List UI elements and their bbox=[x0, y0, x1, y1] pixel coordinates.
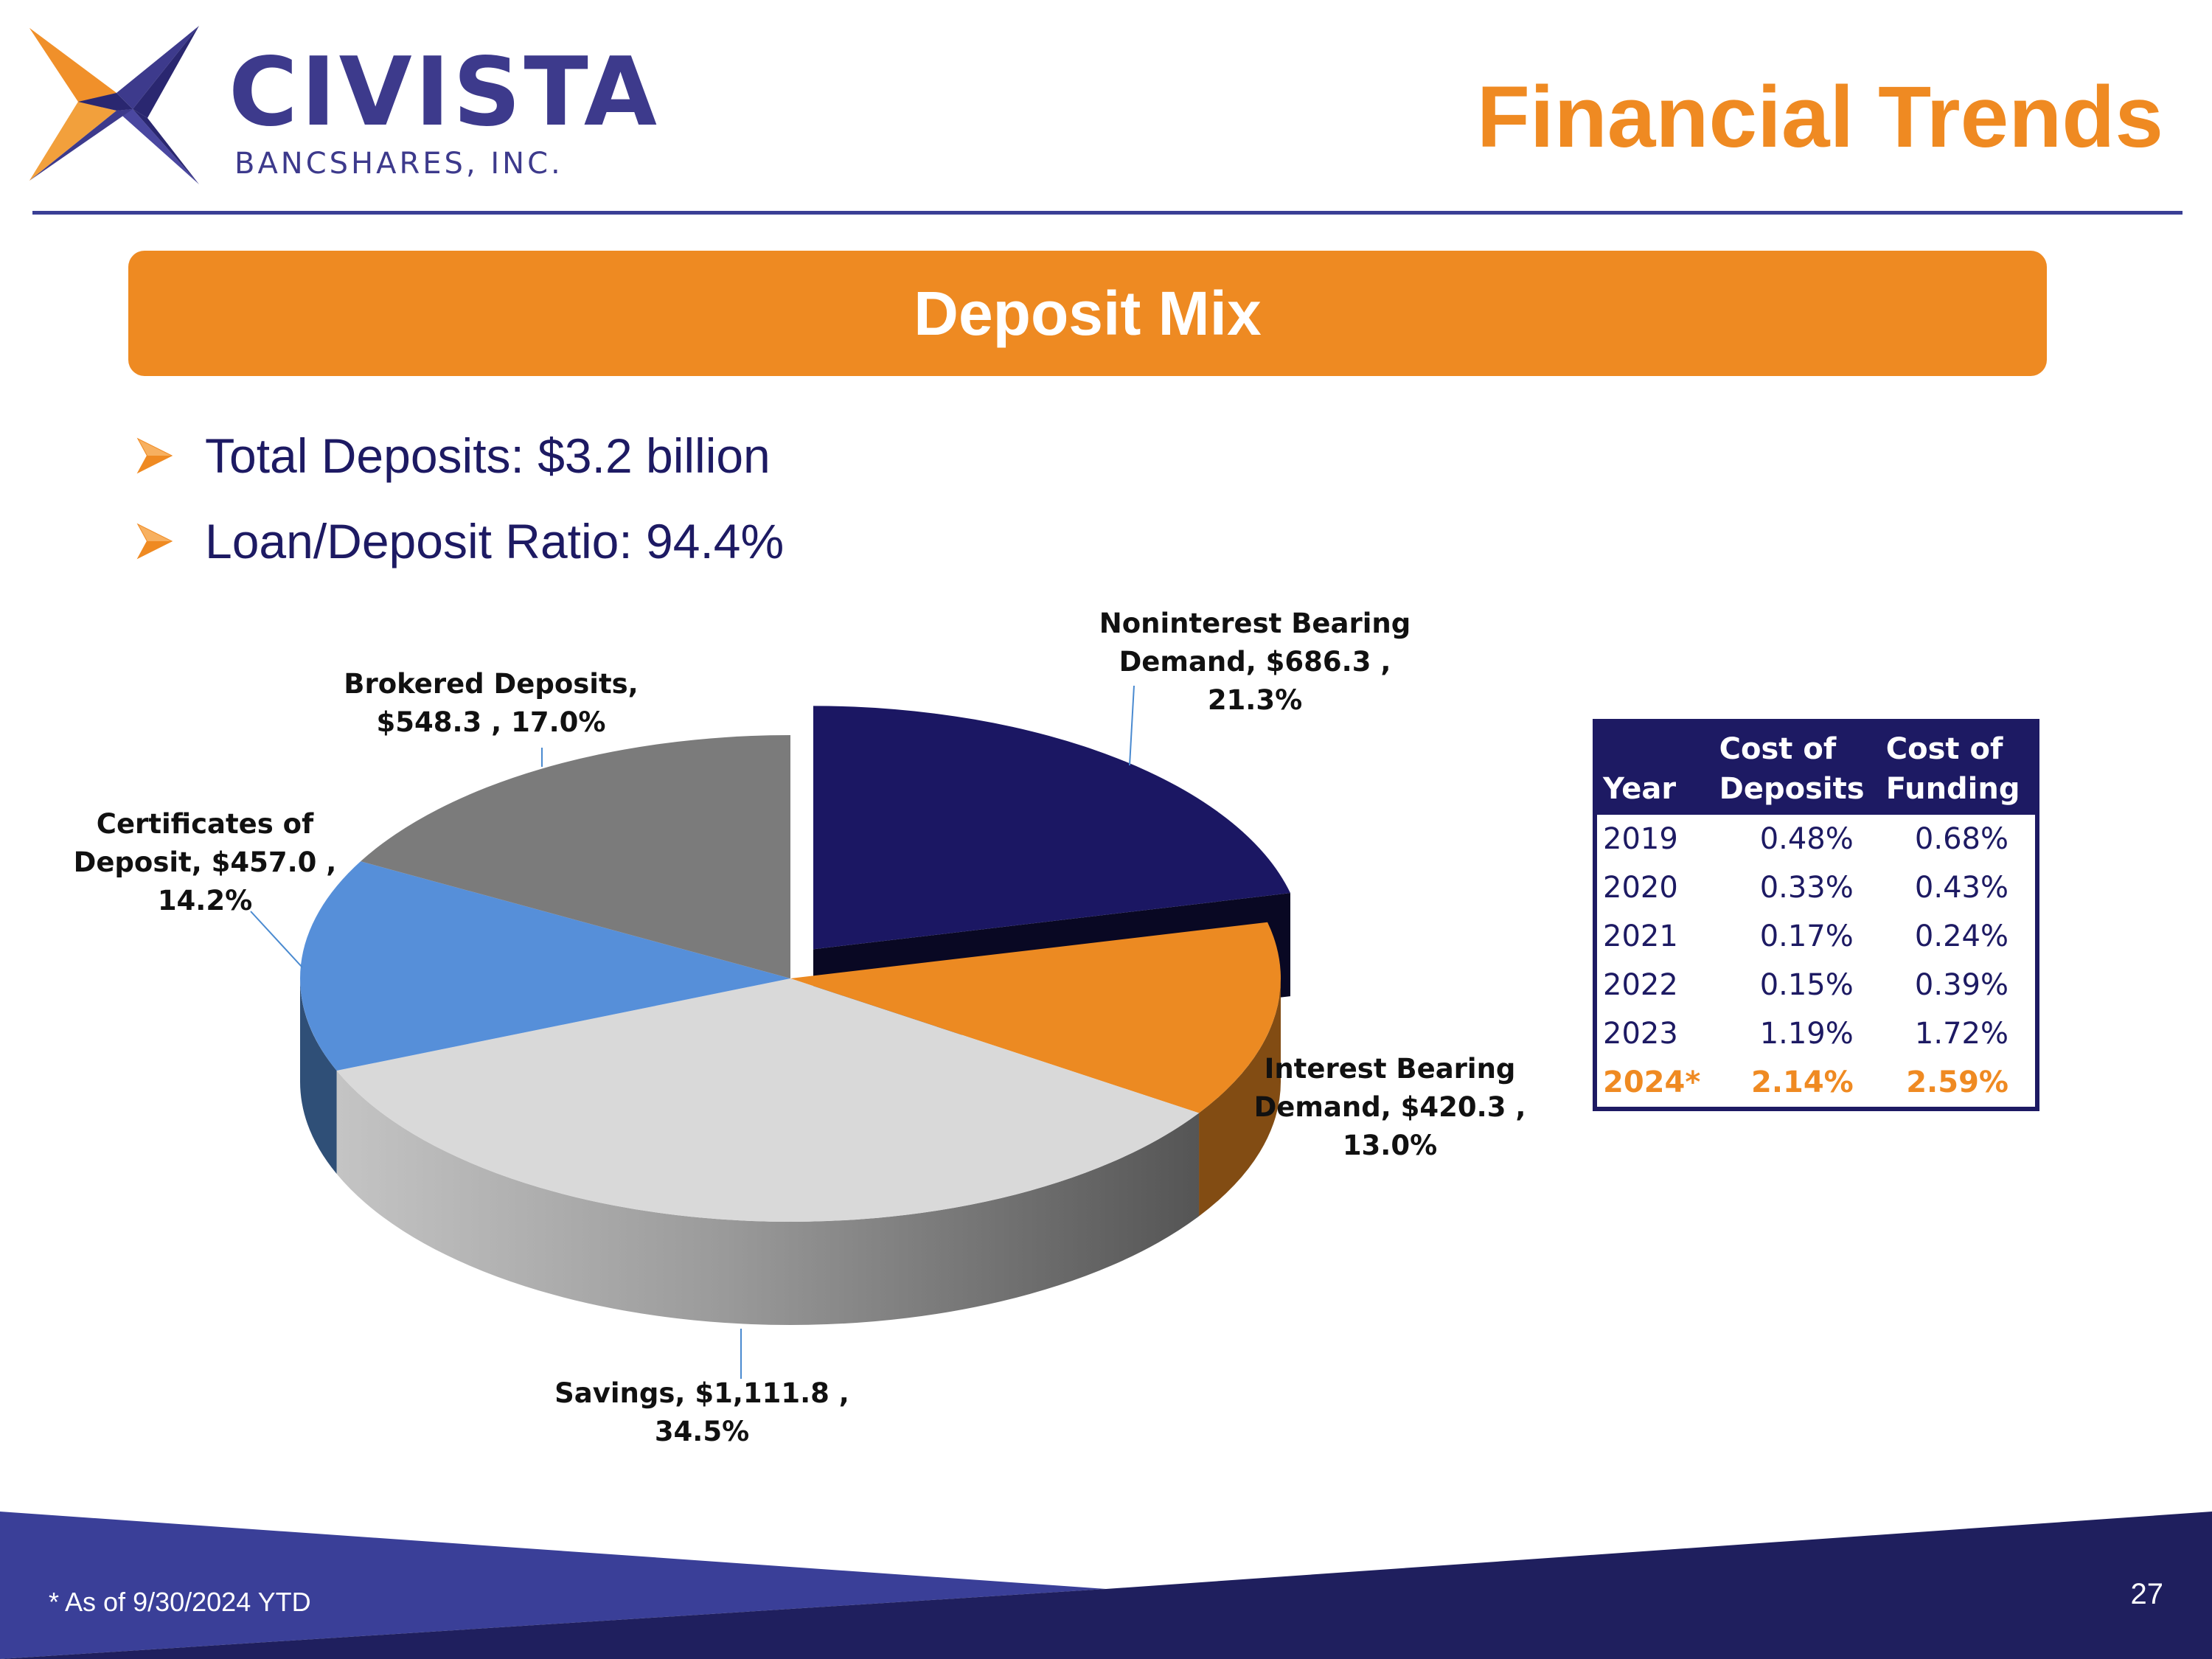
year-cell: 2020 bbox=[1603, 871, 1678, 905]
column-header-cost-of-funding: Cost of Funding bbox=[1879, 721, 2037, 815]
star-logo-icon bbox=[29, 26, 199, 184]
footnote: * As of 9/30/2024 YTD bbox=[49, 1587, 311, 1617]
cost-of-funding-cell: 1.72% bbox=[1914, 1017, 2008, 1051]
bullet-text: Loan/Deposit Ratio: 94.4% bbox=[205, 514, 785, 568]
table-row: 2019 0.48% 0.68% bbox=[1595, 815, 2037, 863]
cost-of-deposits-cell: 0.15% bbox=[1759, 968, 1854, 1002]
cost-of-funding-cell: 2.59% bbox=[1906, 1065, 2008, 1099]
column-header-cost-of-deposits: Cost of Deposits bbox=[1713, 721, 1880, 815]
civista-logo: CIVISTA BANCSHARES, INC. bbox=[29, 22, 657, 192]
pie-slice-certificates-of-deposit bbox=[299, 861, 790, 1071]
pie-slice-savings bbox=[336, 978, 1200, 1222]
cost-of-funding-cell: 0.68% bbox=[1914, 822, 2008, 856]
logo-wordmark: CIVISTA bbox=[229, 38, 660, 147]
year-cell: 2023 bbox=[1603, 1017, 1678, 1051]
slice-label-brokered-deposits: Brokered Deposits, $548.3 , 17.0% bbox=[344, 668, 638, 738]
bullet-text: Total Deposits: $3.2 billion bbox=[205, 428, 771, 483]
pie-slice-noninterest-bearing-demand bbox=[813, 706, 1291, 950]
table-header-row: Year Cost of Deposits Cost of Funding bbox=[1595, 721, 2037, 815]
slice-label-noninterest-bearing-demand: Noninterest Bearing Demand, $686.3 , 21.3% bbox=[1099, 608, 1411, 716]
table-row: 2020 0.33% 0.43% bbox=[1595, 863, 2037, 912]
header-divider bbox=[32, 211, 2183, 215]
slice-label-interest-bearing-demand: Interest Bearing Demand, $420.3 , 13.0% bbox=[1254, 1053, 1526, 1161]
bullet-list: Total Deposits: $3.2 billion Loan/Deposi… bbox=[134, 413, 784, 584]
table-row: 2021 0.17% 0.24% bbox=[1595, 912, 2037, 961]
leader-line-noninterest-bearing-demand bbox=[1129, 685, 1135, 766]
slice-label-certificates-of-deposit: Certificates of Deposit, $457.0 , 14.2% bbox=[74, 808, 337, 917]
arrow-bullet-icon bbox=[136, 523, 173, 560]
deposit-mix-pie-chart: Noninterest Bearing Demand, $686.3 , 21.3%… bbox=[74, 608, 1526, 1447]
cost-of-funding-cell: 0.43% bbox=[1914, 871, 2008, 905]
table-row: 2023 1.19% 1.72% bbox=[1595, 1009, 2037, 1058]
bullet-item: Total Deposits: $3.2 billion bbox=[134, 413, 784, 498]
pie-slice-interest-bearing-demand bbox=[790, 922, 1281, 1113]
pie-side-savings bbox=[336, 1071, 1200, 1325]
cost-of-funding-cell: 0.39% bbox=[1914, 968, 2008, 1002]
page-title: Financial Trends bbox=[1476, 69, 2163, 166]
year-cell: 2021 bbox=[1603, 919, 1678, 953]
cost-of-funds-table: Year Cost of Deposits Cost of Funding 2019… bbox=[1593, 719, 2039, 1111]
footer-band bbox=[0, 1512, 2212, 1659]
page-number: 27 bbox=[2130, 1578, 2164, 1610]
banner-title: Deposit Mix bbox=[914, 278, 1262, 348]
cost-of-deposits-cell: 2.14% bbox=[1750, 1065, 1854, 1099]
cost-of-deposits-cell: 1.19% bbox=[1759, 1017, 1854, 1051]
slice-label-savings: Savings, $1,111.8 , 34.5% bbox=[554, 1377, 849, 1447]
table-row: 2022 0.15% 0.39% bbox=[1595, 961, 2037, 1009]
pie-side-interest-bearing-demand bbox=[1199, 978, 1281, 1217]
year-cell: 2024* bbox=[1603, 1065, 1701, 1099]
section-banner: Deposit Mix bbox=[128, 251, 2047, 376]
pie-side-certificates-of-deposit bbox=[300, 978, 337, 1175]
arrow-bullet-icon bbox=[136, 437, 173, 474]
column-header-year: Year bbox=[1595, 721, 1714, 815]
year-cell: 2019 bbox=[1603, 822, 1678, 856]
logo-subtitle: BANCSHARES, INC. bbox=[234, 147, 563, 181]
pie-slice-brokered-deposits bbox=[361, 735, 790, 978]
bullet-item: Loan/Deposit Ratio: 94.4% bbox=[134, 498, 784, 584]
cost-of-deposits-cell: 0.48% bbox=[1759, 822, 1854, 856]
leader-line-certificates-of-deposit bbox=[250, 911, 303, 968]
cost-of-funding-cell: 0.24% bbox=[1914, 919, 2008, 953]
year-cell: 2022 bbox=[1603, 968, 1678, 1002]
cost-of-deposits-cell: 0.33% bbox=[1759, 871, 1854, 905]
table-row-highlighted: 2024* 2.14% 2.59% bbox=[1595, 1058, 2037, 1109]
cost-of-deposits-cell: 0.17% bbox=[1759, 919, 1854, 953]
